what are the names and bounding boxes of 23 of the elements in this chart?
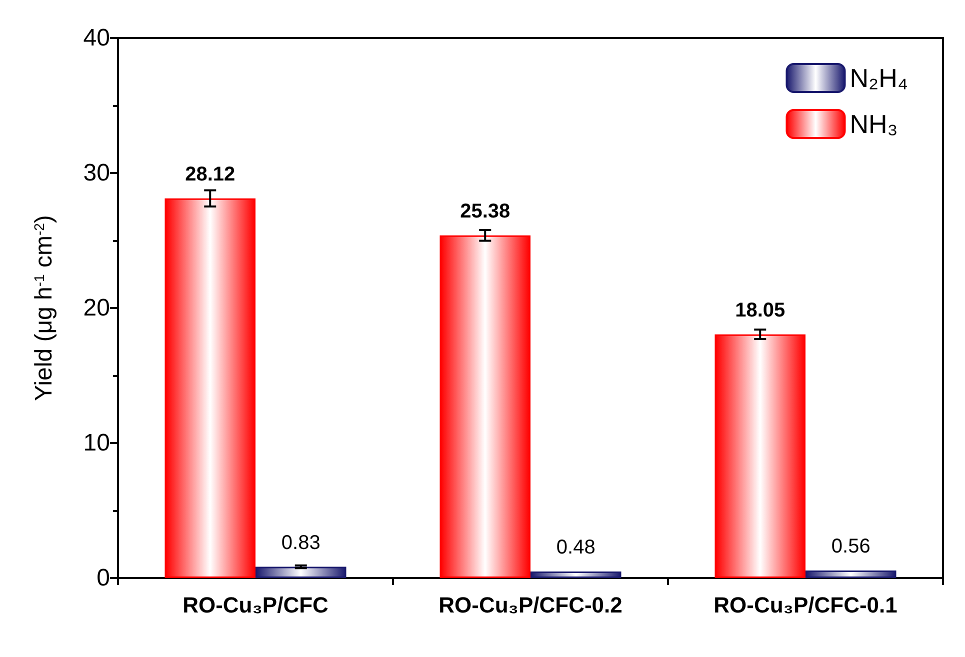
y-tick-label: 30 <box>83 160 110 186</box>
y-tick-label: 20 <box>83 294 110 322</box>
y-tick-label: 10 <box>83 430 110 456</box>
y-axis-title: Yield (μg h-1 cm-2) <box>30 215 58 401</box>
x-tick-label: RO-Cu₃P/CFC-0.2 <box>438 592 622 618</box>
data-label: 18.05 <box>735 299 786 322</box>
data-label: 0.48 <box>556 536 596 559</box>
legend-label: NH₃ <box>850 109 898 139</box>
y-tick-label: 0 <box>96 564 110 592</box>
y-tick-label: 40 <box>83 24 110 52</box>
data-label: 28.12 <box>185 163 236 186</box>
bar <box>164 198 256 578</box>
bar <box>714 334 806 578</box>
bar <box>256 566 346 578</box>
legend-label: N₂H₄ <box>850 63 908 93</box>
data-label: 25.38 <box>460 200 510 222</box>
bar <box>530 572 622 578</box>
bar <box>806 570 896 578</box>
x-tick-label: RO-Cu₃P/CFC <box>182 592 329 618</box>
bar <box>440 235 530 578</box>
data-label: 0.83 <box>281 532 320 554</box>
data-label: 0.56 <box>831 535 870 558</box>
x-tick-label: RO-Cu₃P/CFC-0.1 <box>714 592 898 618</box>
